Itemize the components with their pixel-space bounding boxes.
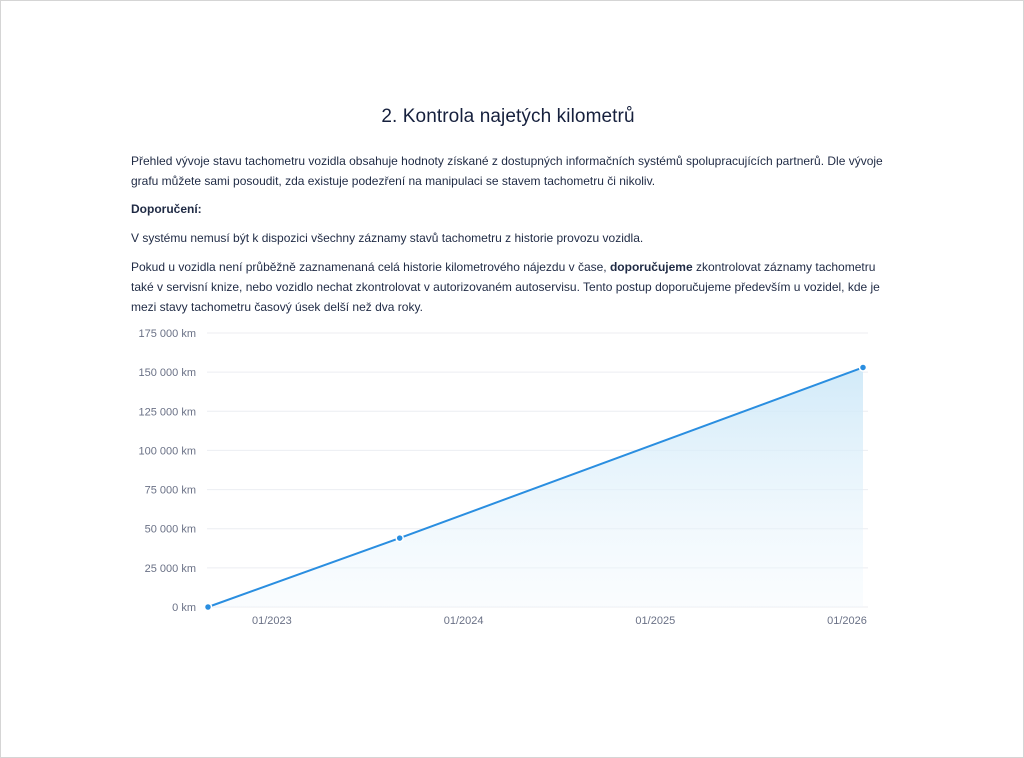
x-tick-label: 01/2026 xyxy=(827,615,867,627)
paragraph-start: Pokud u vozidla není průběžně zaznamenan… xyxy=(131,260,610,274)
y-tick-label: 150 000 km xyxy=(139,367,196,379)
recommendation-paragraph: Pokud u vozidla není průběžně zaznamenan… xyxy=(131,257,885,317)
recommendation-heading: Doporučení: xyxy=(131,202,202,216)
x-tick-label: 01/2024 xyxy=(444,615,484,627)
y-tick-label: 75 000 km xyxy=(145,485,196,497)
section-title: 2. Kontrola najetých kilometrů xyxy=(381,106,635,127)
intro-text: Přehled vývoje stavu tachometru vozidla … xyxy=(131,154,883,188)
y-tick-label: 25 000 km xyxy=(145,563,196,575)
y-tick-label: 175 000 km xyxy=(139,328,196,340)
note-text: V systému nemusí být k dispozici všechny… xyxy=(131,231,644,245)
data-point xyxy=(858,363,868,372)
data-point xyxy=(203,602,213,612)
y-tick-label: 50 000 km xyxy=(145,524,196,536)
y-tick-label: 100 000 km xyxy=(139,445,196,457)
x-tick-label: 01/2025 xyxy=(635,615,675,627)
paragraph-end: zkontrolovat záznamy tachometru také v s… xyxy=(131,260,880,314)
y-tick-label: 125 000 km xyxy=(139,406,196,418)
x-tick-label: 01/2023 xyxy=(252,615,292,627)
y-tick-label: 0 km xyxy=(172,602,196,614)
data-point xyxy=(395,533,404,543)
paragraph-bold: doporučujeme xyxy=(609,260,693,274)
area-fill xyxy=(208,367,863,607)
